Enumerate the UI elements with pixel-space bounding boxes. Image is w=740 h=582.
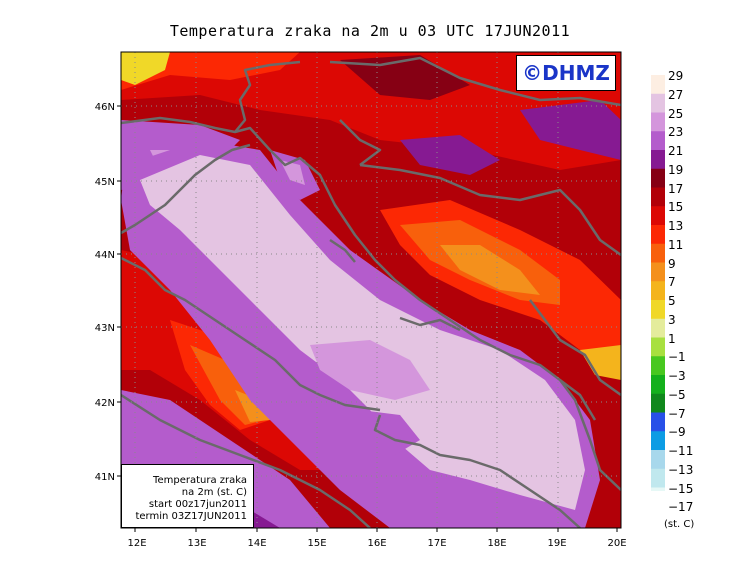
dhmz-logo: ©DHMZ (516, 55, 616, 91)
info-line: na 2m (st. C) (181, 487, 247, 498)
legend-level-label: 9 (668, 256, 676, 271)
legend-swatch (651, 168, 665, 188)
lon-label: 12E (127, 538, 146, 549)
legend-swatch (651, 337, 665, 357)
legend-swatch (651, 393, 665, 413)
lat-label: 46N (95, 102, 115, 113)
legend-level-label: −17 (668, 500, 694, 515)
legend-swatch (651, 318, 665, 338)
legend-level-label: 19 (668, 162, 684, 177)
legend-level-label: 23 (668, 125, 684, 140)
legend-swatch (651, 225, 665, 245)
lat-label: 42N (95, 398, 115, 409)
legend-level-label: 29 (668, 69, 684, 83)
lon-label: 18E (487, 538, 506, 549)
lon-label: 14E (247, 538, 266, 549)
info-line: Temperatura zraka (153, 475, 247, 486)
legend-level-label: 17 (668, 181, 684, 196)
lon-label: 17E (427, 538, 446, 549)
info-line: termin 03Z17JUN2011 (135, 511, 247, 522)
legend-unit: (st. C) (664, 519, 695, 530)
legend-level-label: −7 (668, 406, 686, 421)
legend-swatch (651, 281, 665, 301)
legend-swatch (651, 468, 665, 488)
legend-swatch (651, 131, 665, 151)
legend-level-label: 5 (668, 294, 676, 308)
legend-swatch (651, 243, 665, 263)
lon-label: 20E (607, 538, 626, 549)
legend-colorbar (651, 75, 665, 491)
legend-swatch (651, 431, 665, 451)
lon-label: 15E (307, 538, 326, 549)
legend-swatch (651, 93, 665, 113)
legend-swatch (651, 262, 665, 282)
lon-label: 19E (547, 538, 566, 549)
legend-swatch (651, 412, 665, 432)
legend-level-label: −13 (668, 462, 694, 477)
legend-level-label: 3 (668, 312, 676, 327)
lat-label: 44N (95, 250, 115, 261)
legend-level-label: −5 (668, 387, 686, 402)
legend-swatch (651, 206, 665, 226)
legend-level-label: −1 (668, 350, 686, 365)
legend-swatch (651, 150, 665, 170)
legend-level-label: 13 (668, 219, 684, 233)
legend-swatch (651, 300, 665, 320)
legend-level-label: −9 (668, 425, 686, 440)
legend-swatch (651, 375, 665, 395)
legend-level-label: 25 (668, 106, 684, 121)
legend-swatch (651, 356, 665, 376)
map-title: Temperatura zraka na 2m u 03 UTC 17JUN20… (169, 22, 571, 40)
legend-level-label: 1 (668, 331, 676, 346)
legend-level-label: −3 (668, 369, 686, 383)
lat-label: 41N (95, 472, 115, 483)
legend-swatch (651, 487, 665, 491)
legend-swatch (651, 187, 665, 207)
legend-level-label: 27 (668, 87, 684, 102)
legend-level-label: 11 (668, 237, 684, 252)
lon-label: 16E (367, 538, 386, 549)
legend-level-label: −11 (668, 444, 694, 458)
info-box: Temperatura zraka na 2m (st. C) start 00… (121, 464, 254, 528)
legend-swatch (651, 75, 665, 95)
info-line: start 00z17jun2011 (148, 499, 247, 510)
legend-swatch (651, 450, 665, 470)
lat-label: 43N (95, 323, 115, 334)
lon-label: 13E (187, 538, 206, 549)
lat-label: 45N (95, 177, 115, 188)
legend-level-label: −15 (668, 481, 694, 496)
legend-level-label: 7 (668, 275, 676, 290)
legend-level-label: 15 (668, 200, 684, 215)
legend-swatch (651, 112, 665, 132)
legend-level-label: 21 (668, 144, 684, 158)
